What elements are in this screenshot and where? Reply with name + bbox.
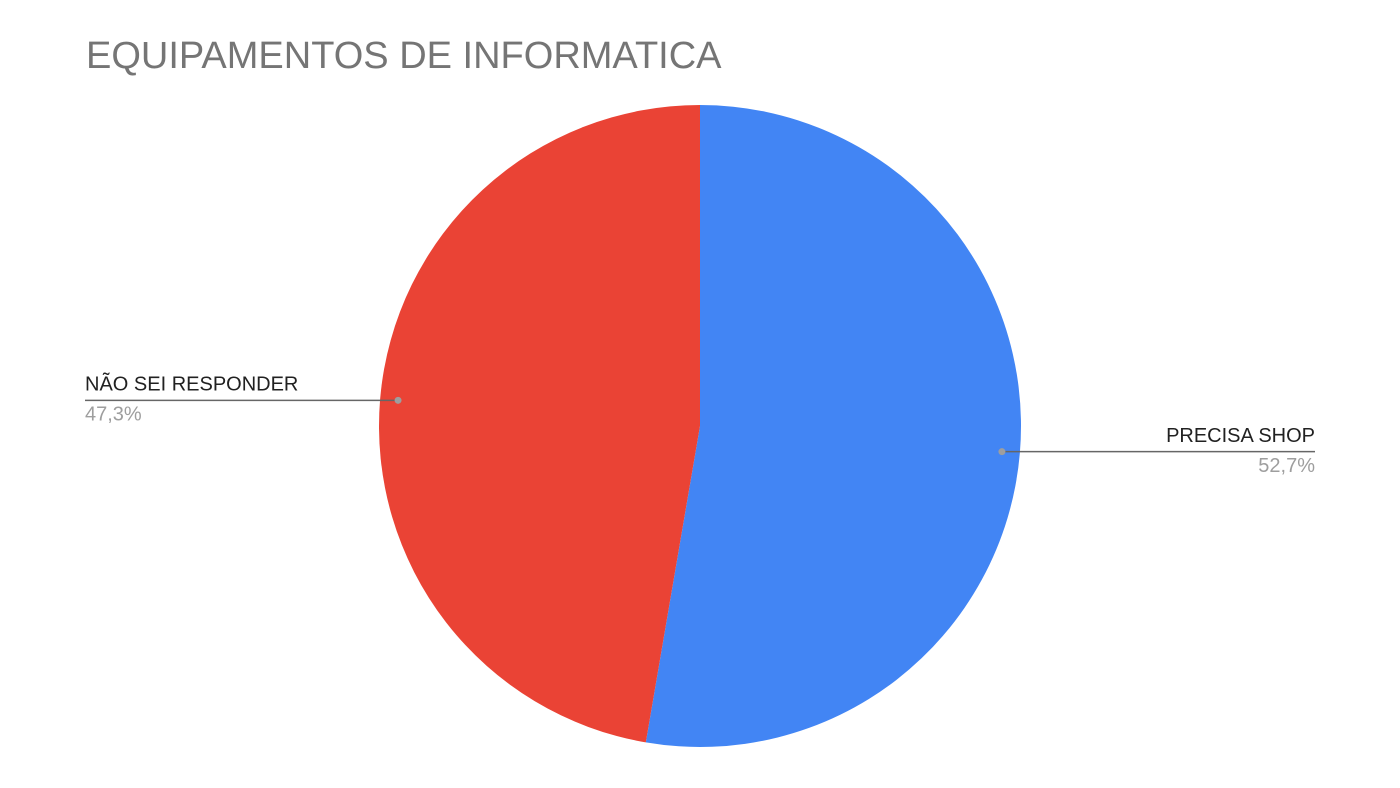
slice-label: NÃO SEI RESPONDER xyxy=(85,372,298,396)
chart-title: EQUIPAMENTOS DE INFORMATICA xyxy=(86,35,722,77)
leader-dot xyxy=(394,396,402,404)
slice-value-label: 47,3% xyxy=(85,404,142,426)
pie-slice xyxy=(645,105,1022,747)
leader-dot xyxy=(998,448,1006,456)
slice-label: PRECISA SHOP xyxy=(1166,425,1315,447)
slice-value-label: 52,7% xyxy=(1258,455,1315,477)
pie-slice xyxy=(379,105,700,743)
